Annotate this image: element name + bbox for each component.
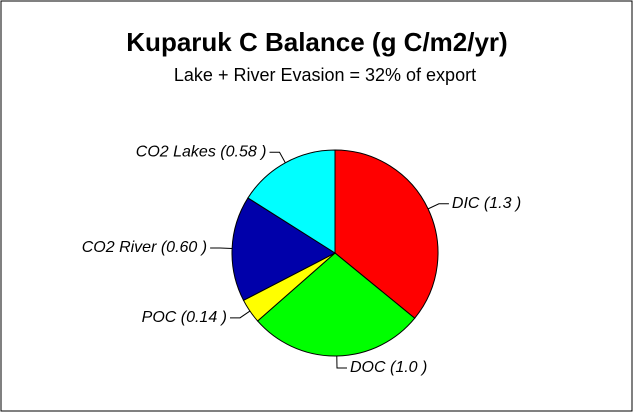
slice-label: CO2 River (0.60 ): [82, 239, 207, 256]
leader-line: [427, 203, 449, 210]
leader-line: [210, 247, 233, 250]
pie-slice: [247, 149, 336, 254]
chart-subtitle: Lake + River Evasion = 32% of export: [174, 65, 476, 85]
pie-slice: [334, 149, 439, 319]
leader-line: [336, 355, 347, 369]
slice-label: CO2 Lakes (0.58 ): [136, 143, 267, 160]
leader-line: [230, 310, 251, 319]
slice-label: POC (0.14 ): [142, 309, 227, 326]
slice-label: DIC (1.3 ): [452, 195, 521, 212]
slice-label: DOC (1.0 ): [350, 359, 427, 376]
pie-slice: [231, 197, 337, 301]
leader-line: [269, 151, 286, 164]
chart-title: Kuparuk C Balance (g C/m2/yr): [126, 27, 507, 57]
